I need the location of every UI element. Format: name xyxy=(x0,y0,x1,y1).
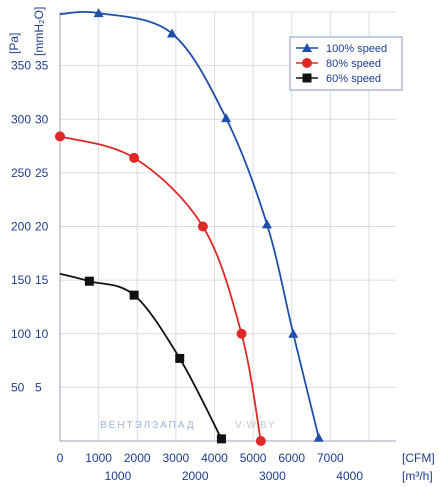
axes-layer xyxy=(59,12,396,442)
data-point-80 xyxy=(255,436,266,446)
data-point-100 xyxy=(313,432,324,442)
data-point-60 xyxy=(175,353,185,363)
legend-label-100: 100% speed xyxy=(326,43,387,55)
x-tick-label-primary: 1000 xyxy=(85,451,112,465)
data-point-100 xyxy=(288,328,299,338)
watermark-right: V-W.BY xyxy=(235,420,275,431)
data-point-100 xyxy=(221,113,232,123)
x-tick-label-primary: 2000 xyxy=(124,451,151,465)
data-point-80 xyxy=(55,131,65,142)
y-tick-label-secondary: 10 xyxy=(35,327,49,341)
legend-marker-100 xyxy=(302,43,312,52)
y-tick-label-primary: 150 xyxy=(11,273,31,287)
y-tick-label-primary: 50 xyxy=(11,380,25,394)
y-unit-label-secondary: [mmH₂O] xyxy=(32,7,46,56)
x-tick-label-primary: 7000 xyxy=(317,451,344,465)
y-tick-label-primary: 250 xyxy=(11,166,31,180)
legend-marker-60 xyxy=(302,73,312,83)
y-tick-label-primary: 100 xyxy=(11,327,31,341)
x-tick-label-primary: 6000 xyxy=(278,451,305,465)
series-line-60 xyxy=(59,272,223,440)
x-tick-label-secondary: 1000 xyxy=(105,469,132,483)
data-point-60 xyxy=(84,276,94,286)
markers-layer xyxy=(55,8,324,446)
x-unit-label-secondary: [m³/h] xyxy=(402,469,433,483)
y-tick-label-secondary: 15 xyxy=(35,273,49,287)
legend-label-60: 60% speed xyxy=(326,73,381,85)
legend: 100% speed 80% speed 60% speed xyxy=(289,36,403,91)
y-tick-label-secondary: 20 xyxy=(35,220,49,234)
x-tick-label-primary: 5000 xyxy=(240,451,267,465)
y-tick-label-secondary: 25 xyxy=(35,166,49,180)
y-tick-label-primary: 200 xyxy=(11,220,31,234)
x-tick-label-secondary: 3000 xyxy=(259,469,286,483)
y-tick-label-primary: 350 xyxy=(11,59,31,73)
x-tick-label-primary: 3000 xyxy=(163,451,190,465)
data-point-60 xyxy=(216,434,226,444)
data-point-100 xyxy=(262,219,273,229)
x-unit-label-primary: [CFM] xyxy=(402,451,435,465)
legend-label-80: 80% speed xyxy=(326,58,381,70)
x-tick-label-secondary: 4000 xyxy=(336,469,363,483)
watermark-left: ВЕНТЭЛЗАПАД xyxy=(100,420,196,431)
data-point-80 xyxy=(197,221,208,232)
data-point-60 xyxy=(129,290,139,300)
series-line-80 xyxy=(59,135,262,442)
y-unit-label-primary: [Pa] xyxy=(7,33,21,54)
x-tick-label-primary: 0 xyxy=(57,451,64,465)
y-tick-label-primary: 300 xyxy=(11,112,31,126)
y-tick-label-secondary: 35 xyxy=(35,59,49,73)
data-point-80 xyxy=(236,328,247,339)
legend-marker-80 xyxy=(302,58,312,68)
y-tick-label-secondary: 5 xyxy=(35,380,42,394)
x-tick-label-primary: 4000 xyxy=(201,451,228,465)
data-point-100 xyxy=(167,28,177,38)
data-point-80 xyxy=(129,152,140,163)
x-tick-label-secondary: 2000 xyxy=(182,469,209,483)
y-tick-label-secondary: 30 xyxy=(35,112,49,126)
data-point-100 xyxy=(93,8,104,18)
